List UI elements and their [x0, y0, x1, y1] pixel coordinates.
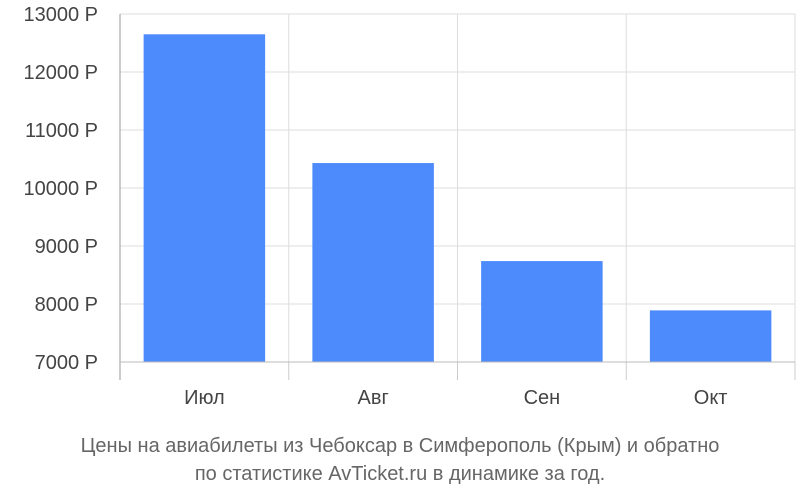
y-tick-label: 7000 Р	[35, 352, 98, 374]
y-tick-label: 10000 Р	[23, 178, 98, 200]
y-tick-label: 13000 Р	[23, 4, 98, 26]
bar-2	[312, 163, 434, 362]
x-tick-label: Авг	[357, 387, 388, 409]
bar-3	[481, 261, 603, 362]
x-tick-label: Июл	[184, 387, 225, 409]
y-tick-label: 12000 Р	[23, 62, 98, 84]
y-tick-label: 11000 Р	[25, 120, 98, 142]
y-tick-labels: 7000 Р 8000 Р 9000 Р 10000 Р 11000 Р 12000 Р 1…	[23, 4, 98, 374]
chart-caption-line-1: Цены на авиабилеты из Чебоксар в Симферо…	[80, 435, 720, 457]
chart-caption-line-2: по статистике AvTicket.ru в динамике за …	[194, 463, 606, 485]
x-tick-label: Окт	[694, 387, 728, 409]
bar-4	[649, 310, 772, 362]
y-tick-label: 9000 Р	[35, 236, 98, 258]
bar-1	[143, 34, 266, 363]
x-tick-label: Сен	[524, 387, 561, 409]
y-tick-label: 8000 Р	[35, 294, 98, 316]
bars	[143, 34, 772, 363]
x-tick-labels: Июл Авг Сен Окт	[184, 387, 727, 409]
axes	[119, 14, 796, 380]
